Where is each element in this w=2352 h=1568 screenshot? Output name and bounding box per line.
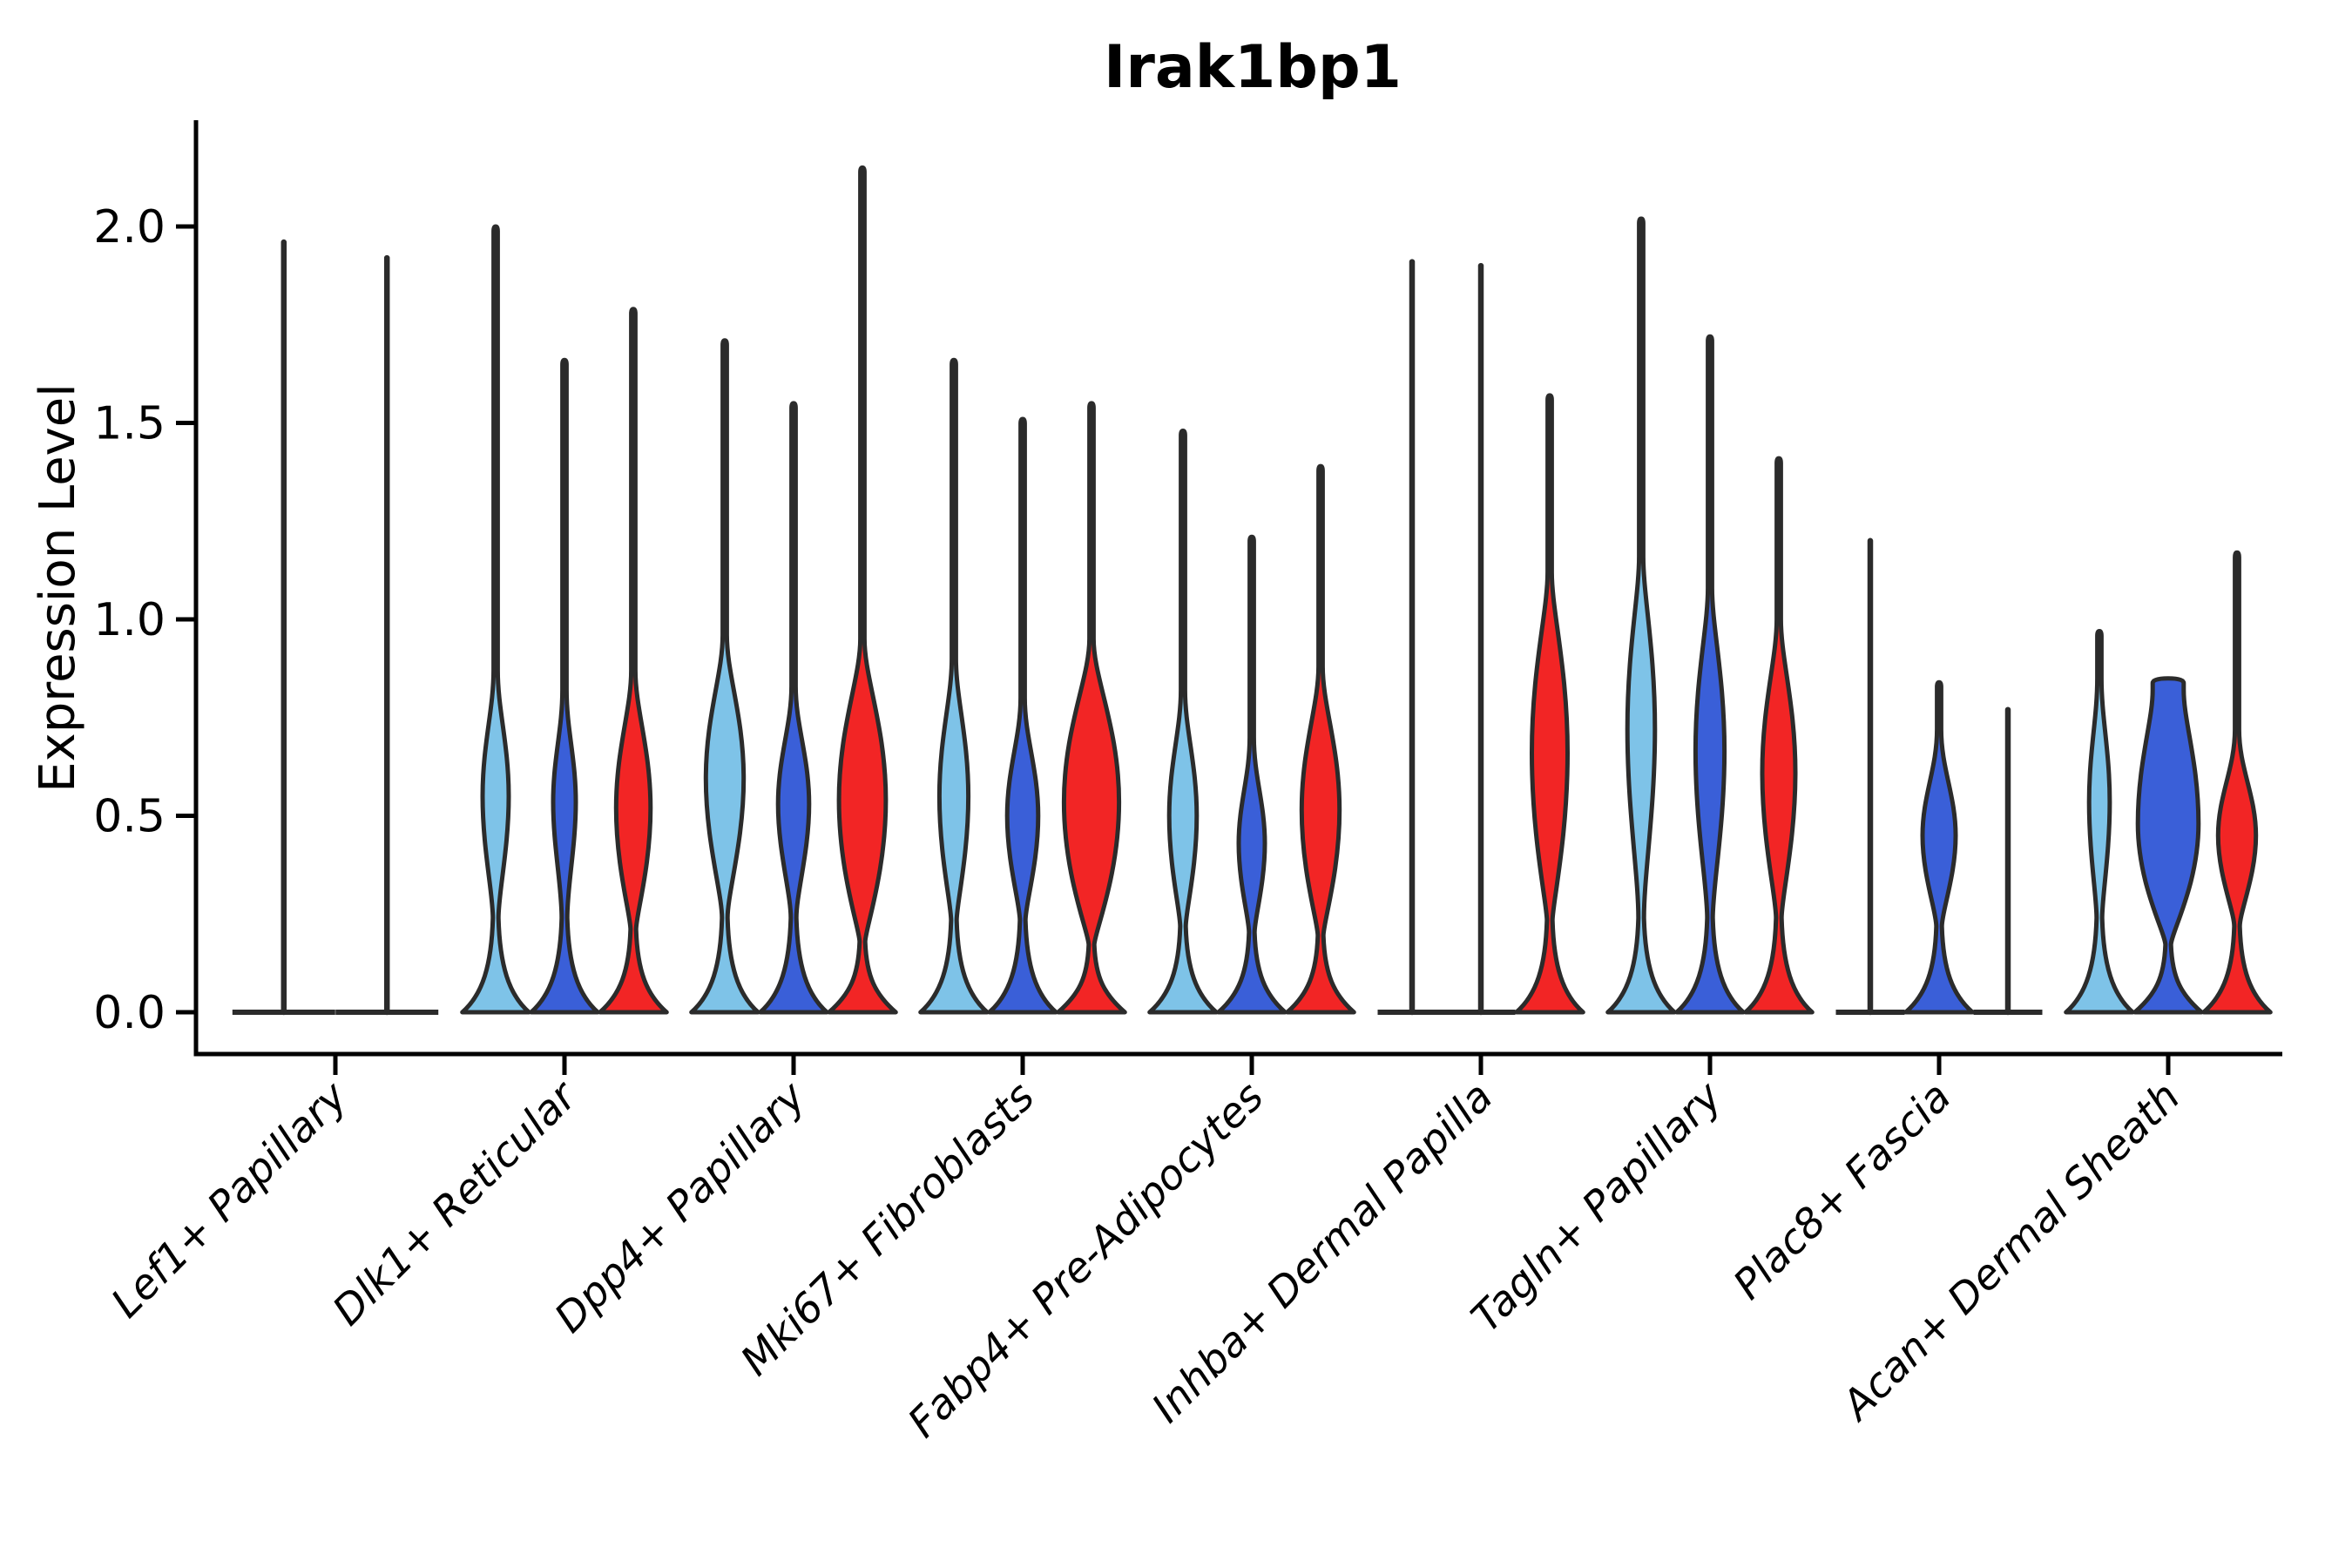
- violin-blue: [758, 401, 829, 1015]
- chart-title: Irak1bp1: [1104, 33, 1402, 102]
- violin-red: [1285, 463, 1356, 1015]
- violin-group: [689, 165, 898, 1015]
- x-tick-label: Plac8+ Fascia: [1724, 1073, 1960, 1309]
- violin-group: [918, 357, 1127, 1015]
- violin-group: [1835, 537, 2043, 1016]
- violin-blue: [1216, 534, 1288, 1015]
- x-tick-label: Dpp4+ Papillary: [545, 1072, 815, 1342]
- violin-group: [460, 224, 669, 1015]
- violin-group: [232, 239, 439, 1016]
- violin-lightblue: [1147, 429, 1219, 1015]
- violin-lightblue: [1605, 216, 1677, 1015]
- violin-group: [2064, 550, 2273, 1015]
- violin-group: [1605, 216, 1815, 1015]
- violin-lightblue: [460, 224, 531, 1015]
- y-tick-label: 2.0: [93, 201, 166, 253]
- y-tick-label: 0.5: [93, 791, 166, 843]
- violin-group: [1377, 259, 1585, 1016]
- violin-blue: [529, 357, 600, 1015]
- violin-lightblue: [689, 338, 760, 1015]
- x-tick-label: Dlk1+ Reticular: [324, 1071, 588, 1335]
- x-tick-label: Tagln+ Papillary: [1463, 1072, 1733, 1342]
- violin-lightblue: [2064, 629, 2135, 1015]
- y-tick-label: 1.5: [93, 398, 166, 450]
- axes-spines: [193, 120, 2282, 1057]
- violin-red: [1056, 401, 1127, 1015]
- violin-group: [1147, 429, 1356, 1015]
- y-axis-label: Expression Level: [30, 383, 86, 793]
- violin-red: [598, 307, 669, 1015]
- violin-series: [232, 165, 2273, 1016]
- x-tick-label: Lef1+ Papillary: [102, 1072, 357, 1328]
- violin-blue: [987, 416, 1058, 1015]
- y-tick-label: 0.0: [93, 987, 166, 1039]
- y-tick-label: 1.0: [93, 594, 166, 646]
- violin-blue: [1903, 679, 1975, 1015]
- violin-blue: [2132, 676, 2204, 1015]
- violin-lightblue: [918, 357, 990, 1015]
- violin-red: [2201, 550, 2273, 1015]
- violin-blue: [1674, 334, 1746, 1015]
- y-axis-ticks: 0.0 0.5 1.0 1.5 2.0: [93, 201, 196, 1039]
- violin-red: [827, 165, 898, 1015]
- violin-red: [1514, 393, 1585, 1015]
- violin-red: [1743, 456, 1815, 1015]
